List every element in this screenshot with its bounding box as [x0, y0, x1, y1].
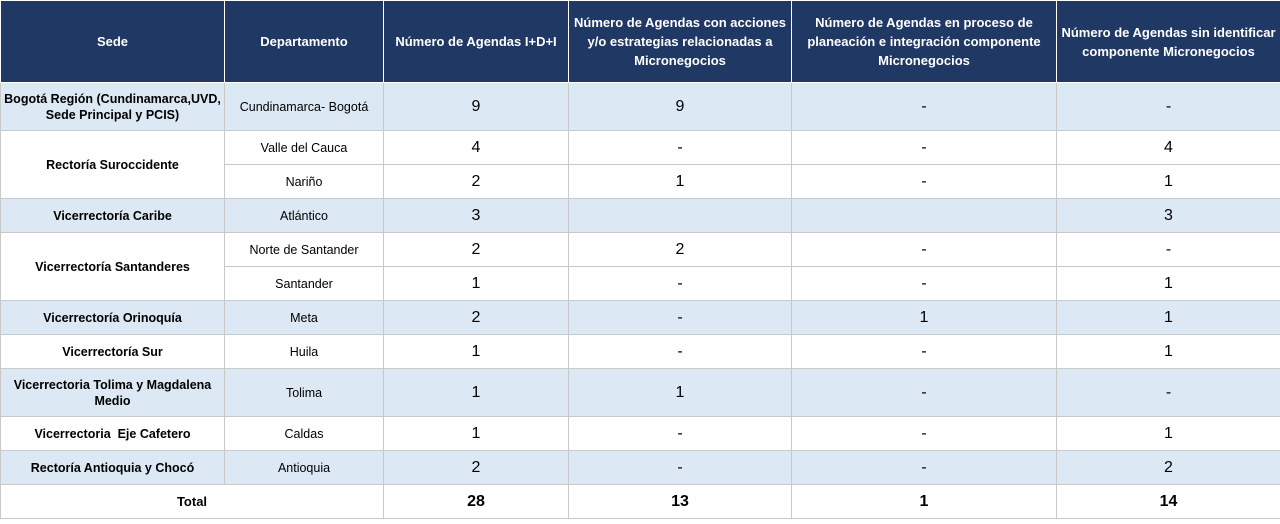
proceso-cell: - [791, 266, 1057, 301]
table-row: Vicerrectoría Sur Huila 1 - - 1 [0, 334, 1280, 369]
sin-identificar-cell: - [1056, 368, 1280, 417]
sin-identificar-cell: - [1056, 82, 1280, 131]
proceso-cell: 1 [791, 300, 1057, 335]
acciones-cell: 2 [568, 232, 792, 267]
sin-identificar-cell: - [1056, 232, 1280, 267]
agendas-cell: 1 [383, 368, 569, 417]
sede-cell: Rectoría Antioquia y Chocó [0, 450, 225, 485]
agendas-cell: 2 [383, 232, 569, 267]
total-agendas-cell: 28 [383, 484, 569, 519]
sin-identificar-cell: 4 [1056, 130, 1280, 165]
sin-identificar-cell: 1 [1056, 334, 1280, 369]
header-row: Sede Departamento Número de Agendas I+D+… [0, 0, 1280, 83]
agendas-cell: 1 [383, 266, 569, 301]
acciones-cell: 9 [568, 82, 792, 131]
table-row: Vicerrectoría Orinoquía Meta 2 - 1 1 [0, 300, 1280, 335]
departamento-cell: Antioquia [224, 450, 384, 485]
agendas-cell: 2 [383, 300, 569, 335]
total-label: Total [0, 484, 384, 519]
agendas-cell: 3 [383, 198, 569, 233]
sin-identificar-cell: 1 [1056, 416, 1280, 451]
sede-cell: Vicerrectoria Eje Cafetero [0, 416, 225, 451]
header-sin-identificar: Número de Agendas sin identificar compon… [1056, 0, 1280, 83]
table-row: Bogotá Región (Cundinamarca,UVD, Sede Pr… [0, 82, 1280, 131]
agendas-cell: 1 [383, 334, 569, 369]
table-row: Vicerrectoría Santanderes Norte de Santa… [0, 232, 1280, 301]
acciones-cell: - [568, 450, 792, 485]
acciones-cell: - [568, 334, 792, 369]
sin-identificar-cell: 1 [1056, 300, 1280, 335]
table-row: Rectoría Antioquia y Chocó Antioquia 2 -… [0, 450, 1280, 485]
acciones-cell: - [568, 130, 792, 165]
departamento-cell: Caldas [224, 416, 384, 451]
departamento-cell: Meta [224, 300, 384, 335]
proceso-cell: - [791, 450, 1057, 485]
sede-cell: Vicerrectoría Caribe [0, 198, 225, 233]
table-row: Nariño 2 1 - 1 [1, 164, 1280, 199]
sede-cell: Vicerrectoria Tolima y Magdalena Medio [0, 368, 225, 417]
sede-cell: Vicerrectoría Santanderes [0, 232, 225, 301]
table-row: Rectoría Suroccidente Valle del Cauca 4 … [0, 130, 1280, 199]
total-row: Total 28 13 1 14 [0, 484, 1280, 519]
proceso-cell: - [791, 82, 1057, 131]
acciones-cell: - [568, 266, 792, 301]
header-agendas: Número de Agendas I+D+I [383, 0, 569, 83]
header-acciones: Número de Agendas con acciones y/o estra… [568, 0, 792, 83]
total-acciones-cell: 13 [568, 484, 792, 519]
proceso-cell: - [791, 232, 1057, 267]
sede-cell: Rectoría Suroccidente [0, 130, 225, 199]
table-row: Vicerrectoria Eje Cafetero Caldas 1 - - … [0, 416, 1280, 451]
header-departamento: Departamento [224, 0, 384, 83]
acciones-cell: 1 [568, 368, 792, 417]
sin-identificar-cell: 1 [1056, 266, 1280, 301]
acciones-cell [568, 198, 792, 233]
proceso-cell [791, 198, 1057, 233]
departamento-cell: Tolima [224, 368, 384, 417]
sede-cell: Vicerrectoría Orinoquía [0, 300, 225, 335]
sede-cell: Bogotá Región (Cundinamarca,UVD, Sede Pr… [0, 82, 225, 131]
acciones-cell: - [568, 300, 792, 335]
agendas-cell: 9 [383, 82, 569, 131]
departamento-cell: Nariño [224, 164, 384, 199]
proceso-cell: - [791, 164, 1057, 199]
departamento-cell: Huila [224, 334, 384, 369]
total-sin-identificar-cell: 14 [1056, 484, 1280, 519]
header-proceso: Número de Agendas en proceso de planeaci… [791, 0, 1057, 83]
departamento-cell: Cundinamarca- Bogotá [224, 82, 384, 131]
departamento-cell: Atlántico [224, 198, 384, 233]
table-row: Vicerrectoría Caribe Atlántico 3 3 [0, 198, 1280, 233]
total-proceso-cell: 1 [791, 484, 1057, 519]
departamento-cell: Valle del Cauca [224, 130, 384, 165]
proceso-cell: - [791, 416, 1057, 451]
agendas-cell: 4 [383, 130, 569, 165]
proceso-cell: - [791, 130, 1057, 165]
agendas-cell: 2 [383, 164, 569, 199]
proceso-cell: - [791, 368, 1057, 417]
acciones-cell: 1 [568, 164, 792, 199]
sin-identificar-cell: 1 [1056, 164, 1280, 199]
agendas-cell: 2 [383, 450, 569, 485]
proceso-cell: - [791, 334, 1057, 369]
departamento-cell: Norte de Santander [224, 232, 384, 267]
sin-identificar-cell: 2 [1056, 450, 1280, 485]
departamento-cell: Santander [224, 266, 384, 301]
acciones-cell: - [568, 416, 792, 451]
agendas-cell: 1 [383, 416, 569, 451]
header-sede: Sede [0, 0, 225, 83]
sede-cell: Vicerrectoría Sur [0, 334, 225, 369]
sin-identificar-cell: 3 [1056, 198, 1280, 233]
table-row: Vicerrectoria Tolima y Magdalena Medio T… [0, 368, 1280, 417]
